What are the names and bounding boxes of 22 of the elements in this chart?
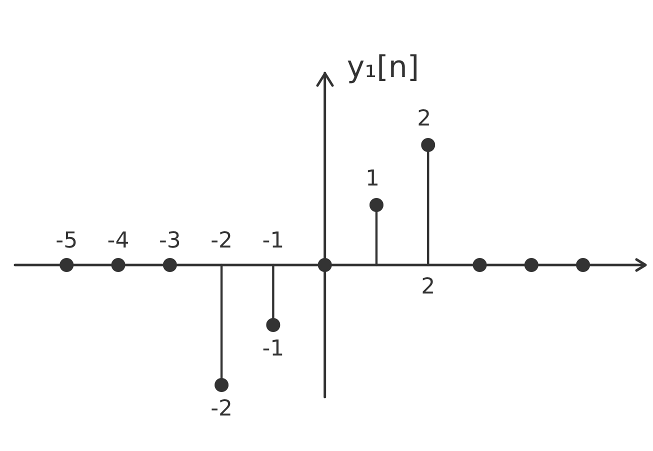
data-label: -1 bbox=[262, 336, 284, 362]
point bbox=[369, 198, 384, 212]
x-tick-label: -4 bbox=[107, 228, 130, 254]
point bbox=[472, 258, 487, 272]
data-label: 2 bbox=[417, 106, 432, 132]
x-tick-label: -1 bbox=[262, 228, 284, 254]
x-tick-label: -5 bbox=[56, 228, 78, 254]
x-tick-label: -2 bbox=[210, 228, 233, 254]
x-tick-label: -3 bbox=[158, 228, 181, 254]
point bbox=[576, 258, 590, 272]
point bbox=[60, 258, 74, 272]
data-label: -2 bbox=[210, 396, 233, 422]
y-axis-title: y₁[n] bbox=[346, 50, 420, 85]
point bbox=[111, 258, 126, 272]
point bbox=[318, 258, 332, 272]
point bbox=[214, 378, 229, 392]
point bbox=[266, 318, 280, 332]
point bbox=[421, 138, 436, 152]
point bbox=[524, 258, 538, 272]
data-label: 1 bbox=[365, 166, 380, 192]
point bbox=[162, 258, 177, 272]
annotation: 2 bbox=[421, 274, 436, 300]
